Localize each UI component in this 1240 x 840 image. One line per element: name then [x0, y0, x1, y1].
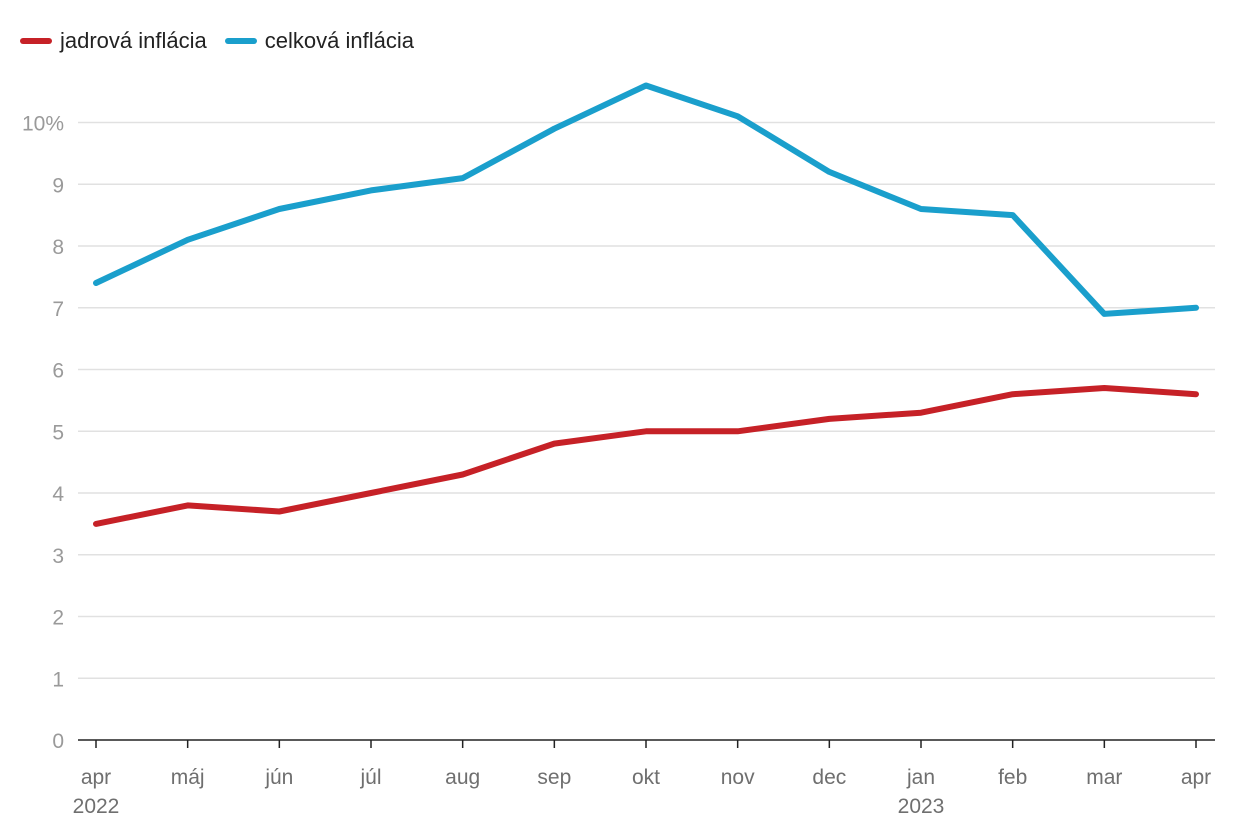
y-tick-label: 0: [52, 730, 64, 753]
x-tick-label: jún: [264, 766, 293, 789]
legend: jadrová inflácia celková inflácia: [20, 28, 414, 54]
x-tick-label: aug: [445, 766, 480, 789]
legend-item-total-inflation[interactable]: celková inflácia: [224, 28, 414, 54]
y-tick-label: 5: [52, 421, 64, 444]
y-tick-label: 2: [52, 607, 64, 630]
legend-swatch-core-inflation: [20, 38, 52, 44]
line-total-inflation: [93, 82, 1199, 317]
x-tick-label: dec: [812, 766, 846, 789]
y-tick-label: 6: [52, 360, 64, 383]
x-year-label: 2023: [898, 795, 945, 818]
legend-swatch-total-inflation: [224, 38, 257, 44]
legend-label-total-inflation: celková inflácia: [264, 28, 414, 53]
y-tick-label: 8: [52, 236, 64, 259]
y-tick-label: 7: [52, 298, 64, 321]
x-tick-label: okt: [632, 766, 660, 789]
legend-label-core-inflation: jadrová inflácia: [60, 28, 207, 53]
y-tick-label: 1: [52, 668, 64, 691]
x-tick-label: apr: [81, 766, 111, 789]
line-core-inflation: [93, 385, 1199, 527]
x-tick-label: apr: [1181, 766, 1211, 789]
x-tick-label: jan: [906, 766, 935, 789]
x-tick-label: júl: [359, 766, 381, 789]
y-tick-label: 3: [52, 545, 64, 568]
y-tick-label: 4: [52, 483, 64, 506]
x-tick-label: mar: [1086, 766, 1122, 789]
x-year-label: 2022: [73, 795, 120, 818]
y-tick-label: 9: [52, 174, 64, 197]
x-tick-label: sep: [537, 766, 571, 789]
x-tick-label: feb: [998, 766, 1027, 789]
legend-item-core-inflation[interactable]: jadrová inflácia: [20, 28, 207, 54]
x-tick-label: máj: [171, 766, 205, 789]
y-tick-label: 10%: [22, 113, 64, 136]
x-tick-label: nov: [721, 766, 755, 789]
